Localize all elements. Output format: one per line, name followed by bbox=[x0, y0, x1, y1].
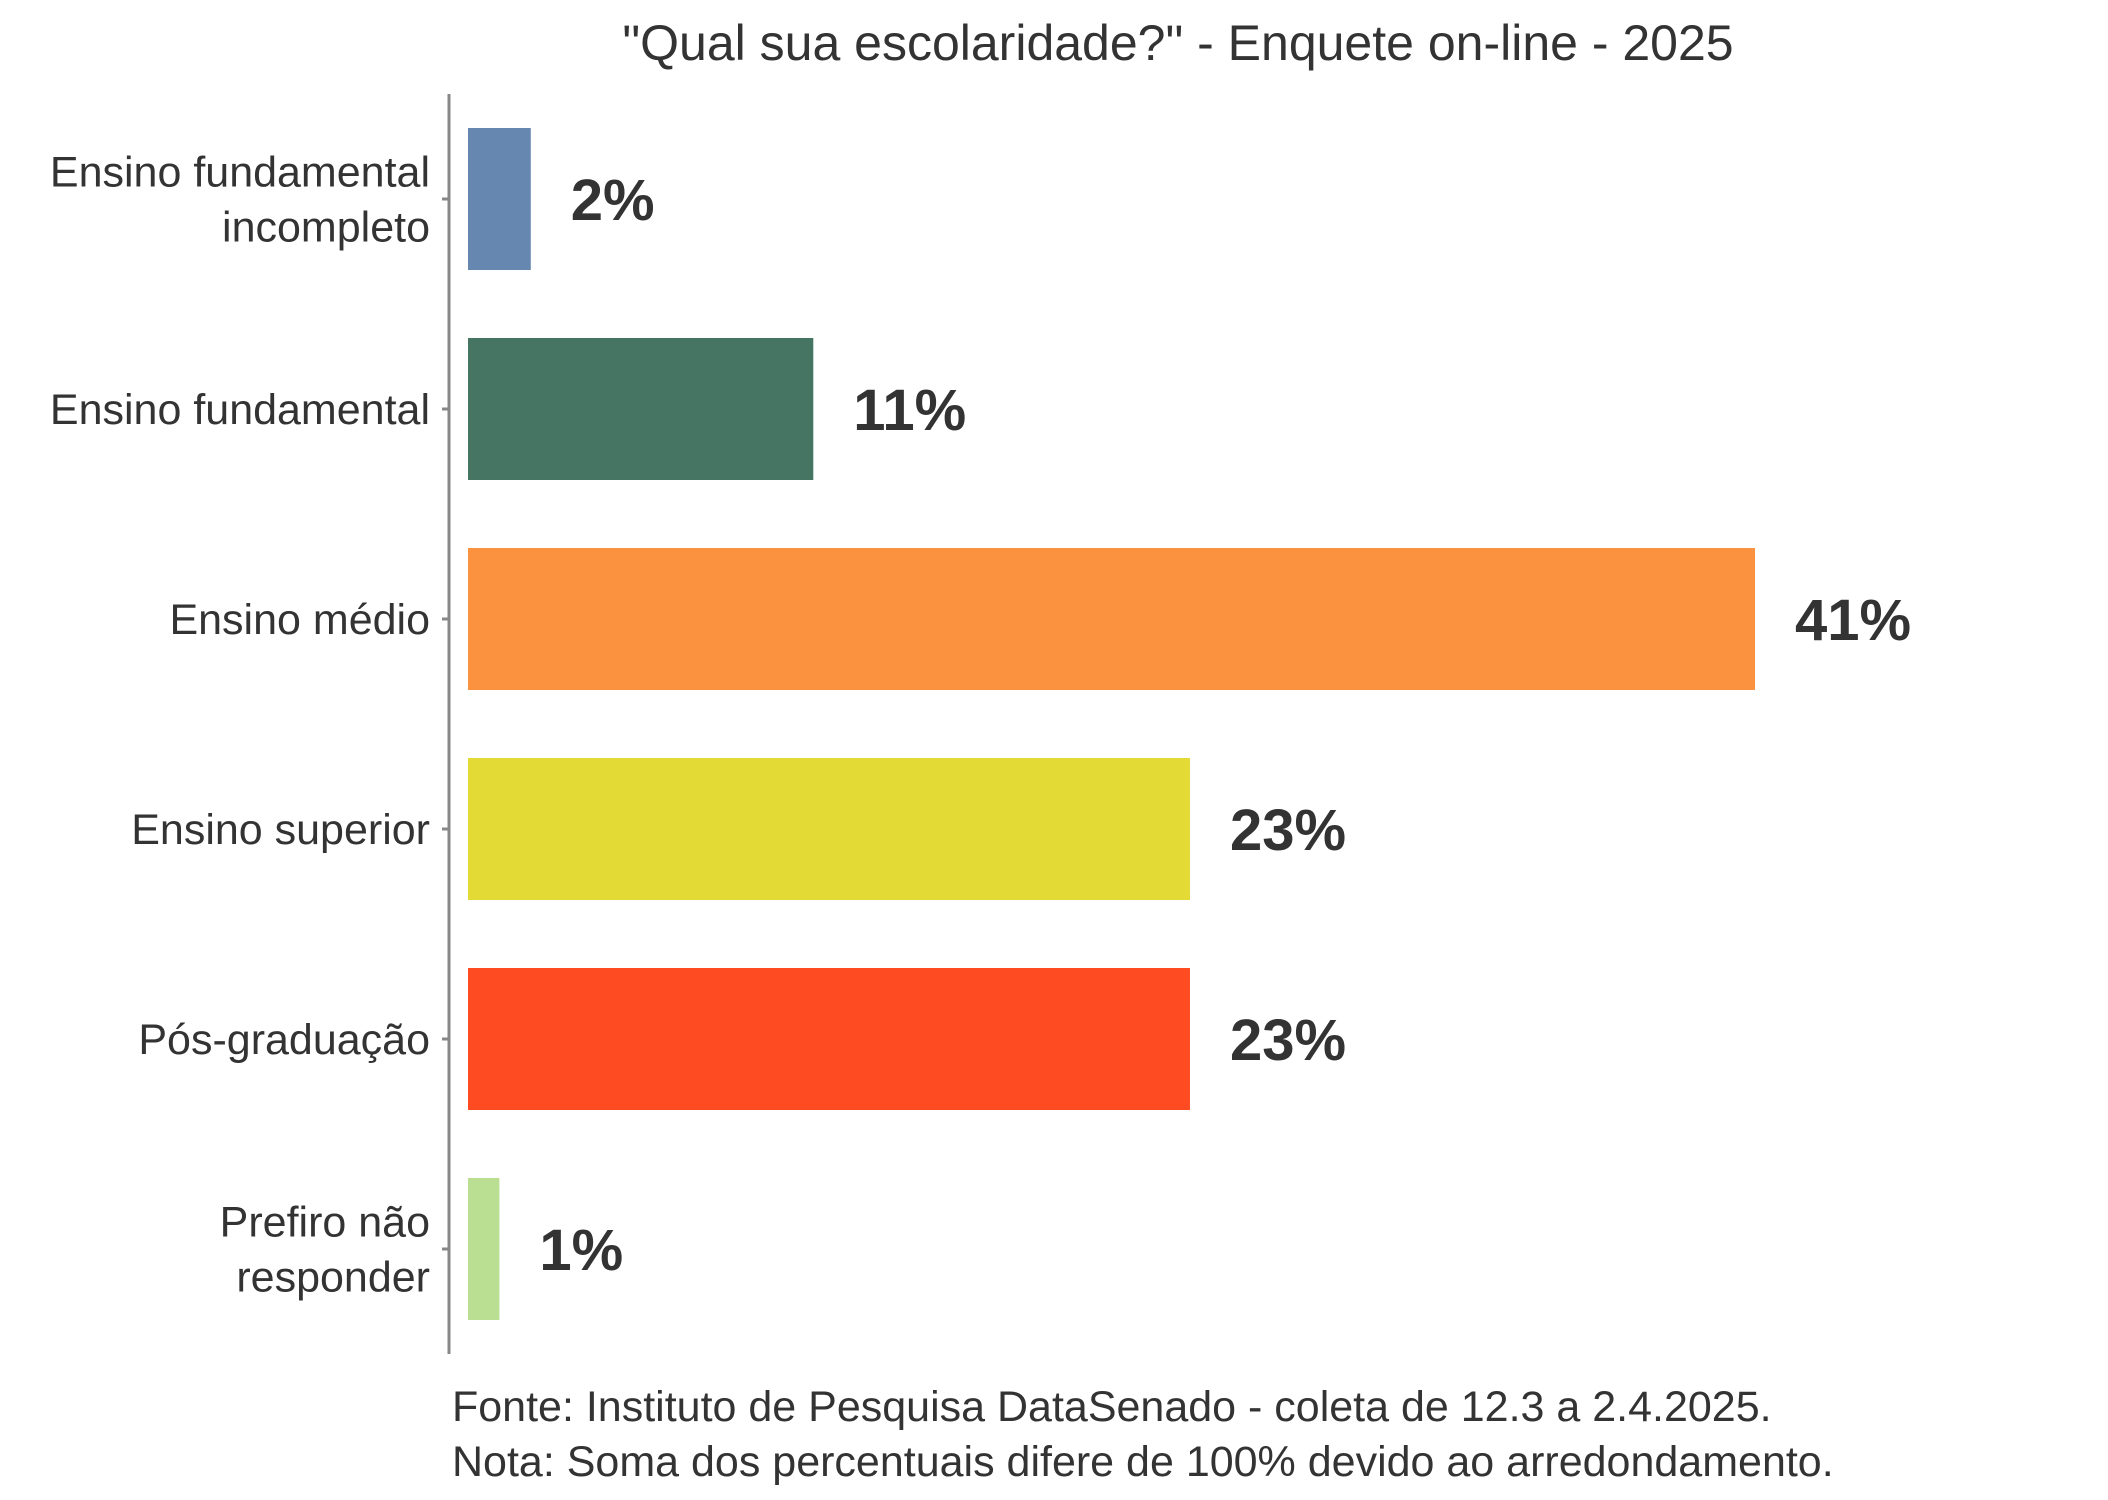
bars-layer: 2% Ensino fundamental incompleto 11% Ensino … bbox=[50, 128, 1911, 1320]
bar bbox=[468, 548, 1755, 690]
category-label: Ensino superior bbox=[131, 806, 430, 854]
value-label: 1% bbox=[539, 1218, 623, 1283]
value-label: 11% bbox=[853, 378, 966, 443]
category-label: Ensino fundamental bbox=[50, 149, 430, 197]
category-label: Ensino fundamental bbox=[50, 386, 430, 434]
bar bbox=[468, 968, 1190, 1110]
category-label: incompleto bbox=[222, 204, 430, 252]
value-label: 41% bbox=[1795, 588, 1911, 653]
chart-title: "Qual sua escolaridade?" - Enquete on-li… bbox=[622, 15, 1733, 71]
value-label: 23% bbox=[1230, 1008, 1346, 1073]
bar bbox=[468, 338, 814, 480]
value-label: 2% bbox=[571, 168, 655, 233]
value-label: 23% bbox=[1230, 798, 1346, 863]
bar bbox=[468, 128, 531, 270]
source-footnote: Fonte: Instituto de Pesquisa DataSenado … bbox=[452, 1383, 1772, 1431]
category-label: Ensino médio bbox=[169, 596, 430, 644]
bar bbox=[468, 1178, 500, 1320]
category-label: Prefiro não bbox=[220, 1199, 430, 1247]
category-label: Pós-graduação bbox=[138, 1016, 430, 1064]
rounding-footnote: Nota: Soma dos percentuais difere de 100… bbox=[452, 1438, 1834, 1486]
category-label: responder bbox=[236, 1254, 430, 1302]
bar bbox=[468, 758, 1190, 900]
